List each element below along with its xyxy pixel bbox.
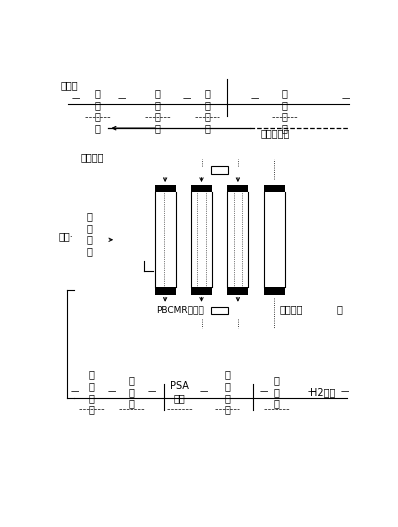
Bar <box>211 167 228 173</box>
Text: —: — <box>147 387 156 396</box>
Text: 精
脱
氢: 精 脱 氢 <box>129 375 135 408</box>
Text: —: — <box>341 94 350 103</box>
Bar <box>264 287 285 295</box>
Text: —: — <box>200 387 208 396</box>
Text: H2产品: H2产品 <box>310 387 336 397</box>
Bar <box>154 185 176 192</box>
Text: 干
燥
脱
水: 干 燥 脱 水 <box>204 89 210 133</box>
Text: 反应气（: 反应气（ <box>279 305 303 315</box>
Text: 换
热
冷
却: 换 热 冷 却 <box>88 369 94 414</box>
Text: —: — <box>251 94 259 103</box>
Text: 反应循环气: 反应循环气 <box>260 128 290 138</box>
Text: 反应气（: 反应气（ <box>80 152 104 162</box>
Text: 排放·: 排放· <box>59 231 73 241</box>
Bar <box>191 287 212 295</box>
Text: 吸
附
净
化: 吸 附 净 化 <box>87 211 93 256</box>
Bar <box>264 185 285 192</box>
Text: —: — <box>340 387 349 396</box>
Text: —: — <box>72 94 80 103</box>
Text: PBCMR反应器: PBCMR反应器 <box>156 305 204 314</box>
Text: —: — <box>308 387 316 396</box>
Text: ，: ， <box>337 305 343 315</box>
Text: 催
化
脱
氧: 催 化 脱 氧 <box>155 89 161 133</box>
Text: —: — <box>70 387 79 396</box>
Bar <box>154 287 176 295</box>
Text: PSA
提氢: PSA 提氢 <box>170 381 189 403</box>
Bar <box>227 287 248 295</box>
Bar <box>191 185 212 192</box>
Text: 吸
气
剂: 吸 气 剂 <box>273 375 279 408</box>
Text: —: — <box>118 94 127 103</box>
Text: 精
密
过
滤: 精 密 过 滤 <box>95 89 101 133</box>
Text: 深
度
干
燥: 深 度 干 燥 <box>224 369 230 414</box>
Bar <box>211 307 228 314</box>
Text: 原料气: 原料气 <box>60 81 78 91</box>
Text: —: — <box>260 387 268 396</box>
Text: 压
缩
加
热: 压 缩 加 热 <box>281 89 287 133</box>
Bar <box>227 185 248 192</box>
Text: —: — <box>183 94 191 103</box>
Text: —: — <box>107 387 116 396</box>
